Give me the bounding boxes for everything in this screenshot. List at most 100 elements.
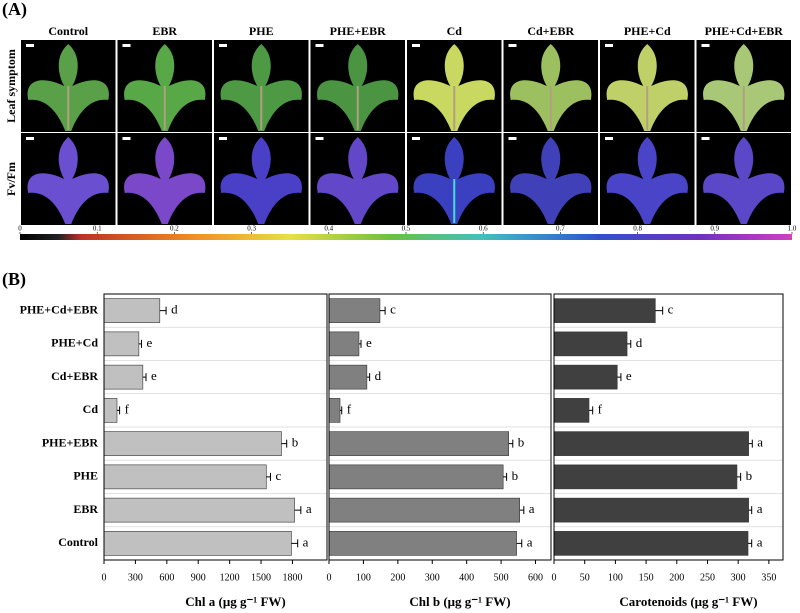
column-header: PHE+Cd+EBR xyxy=(705,24,784,38)
category-label: PHE+Cd+EBR xyxy=(20,302,99,316)
error-bar xyxy=(748,439,753,448)
x-tick-label: 0 xyxy=(102,572,107,583)
error-bar xyxy=(340,406,343,415)
column-header: EBR xyxy=(152,24,177,38)
error-bar xyxy=(358,339,362,348)
error-bar xyxy=(294,506,302,515)
significance-letter: b xyxy=(518,435,525,450)
significance-letter: e xyxy=(366,335,372,350)
bar xyxy=(328,398,341,423)
colorbar-tick-label: 0.6 xyxy=(479,225,488,233)
scale-bar xyxy=(412,137,420,140)
significance-letter: f xyxy=(125,401,130,416)
scale-bar xyxy=(315,137,324,140)
category-label: Control xyxy=(58,535,98,549)
bar xyxy=(103,497,295,523)
row-label: Fv/Fm xyxy=(4,162,18,196)
category-label: PHE+EBR xyxy=(42,435,99,449)
scale-bar xyxy=(122,137,131,140)
error-bar xyxy=(748,506,753,515)
x-tick-label: 300 xyxy=(128,572,143,583)
error-bar xyxy=(366,373,371,382)
bar xyxy=(328,298,381,323)
significance-letter: f xyxy=(347,401,352,416)
category-label: Cd+EBR xyxy=(51,369,98,383)
error-bar xyxy=(266,472,271,481)
significance-letter: d xyxy=(171,302,178,317)
significance-letter: a xyxy=(306,501,312,516)
bar xyxy=(103,464,267,490)
colorbar xyxy=(20,234,792,240)
error-bar xyxy=(519,506,525,515)
significance-letter: b xyxy=(746,468,753,483)
column-header: PHE xyxy=(249,24,274,38)
bar xyxy=(553,464,738,490)
significance-letter: a xyxy=(757,534,763,549)
colorbar-tick-label: 0.1 xyxy=(93,225,102,233)
scale-bar xyxy=(508,44,517,47)
panel-label: (A) xyxy=(2,0,27,20)
error-bar xyxy=(508,439,514,448)
scale-bar xyxy=(26,137,34,140)
error-bar xyxy=(159,306,167,315)
scale-bar xyxy=(219,137,227,140)
scale-bar xyxy=(701,44,710,47)
significance-letter: a xyxy=(527,534,533,549)
significance-letter: c xyxy=(668,302,674,317)
scale-bar xyxy=(122,44,131,47)
column-header: Cd+EBR xyxy=(527,24,574,38)
x-tick-label: 500 xyxy=(494,572,509,583)
significance-letter: c xyxy=(390,302,396,317)
colorbar-tick-label: 1.0 xyxy=(788,225,797,233)
bar xyxy=(553,298,656,323)
category-label: PHE xyxy=(73,469,98,483)
significance-letter: d xyxy=(375,368,382,383)
bar xyxy=(103,431,282,456)
colorbar-tick-label: 0.2 xyxy=(170,225,179,233)
x-tick-label: 150 xyxy=(639,572,654,583)
bar xyxy=(328,531,517,556)
colorbar-tick-label: 0.3 xyxy=(247,225,256,233)
x-tick-label: 50 xyxy=(580,572,590,583)
x-tick-label: 900 xyxy=(191,572,206,583)
scale-bar xyxy=(26,44,34,47)
error-bar xyxy=(291,539,299,548)
x-tick-label: 1200 xyxy=(220,572,240,583)
error-bar xyxy=(116,406,121,415)
bar xyxy=(103,298,161,323)
plot-frame xyxy=(103,293,328,561)
panel-label: (B) xyxy=(2,269,26,290)
x-tick-label: 350 xyxy=(761,572,776,583)
significance-letter: a xyxy=(529,501,535,516)
error-bar xyxy=(281,439,288,448)
bar xyxy=(328,331,360,357)
x-tick-label: 0 xyxy=(552,572,557,583)
x-tick-label: 1800 xyxy=(282,572,302,583)
significance-letter: d xyxy=(636,335,643,350)
significance-letter: f xyxy=(598,401,603,416)
scale-bar xyxy=(701,137,710,140)
colorbar-tick-label: 0.9 xyxy=(710,225,719,233)
x-tick-label: 200 xyxy=(669,572,684,583)
x-tick-label: 1500 xyxy=(251,572,271,583)
error-bar xyxy=(736,472,742,481)
scale-bar xyxy=(315,44,324,47)
significance-letter: e xyxy=(626,368,632,383)
colorbar-tick-label: 0.4 xyxy=(324,225,333,233)
bar xyxy=(553,531,749,556)
x-tick-label: 0 xyxy=(327,572,332,583)
colorbar-tick-label: 0.8 xyxy=(633,225,642,233)
column-header: Control xyxy=(48,24,88,38)
bar xyxy=(328,464,504,490)
category-label: PHE+Cd xyxy=(51,336,98,350)
bar xyxy=(328,364,368,390)
bar xyxy=(328,497,520,523)
x-tick-label: 400 xyxy=(459,572,474,583)
bar xyxy=(103,331,140,357)
x-tick-label: 250 xyxy=(700,572,715,583)
error-bar xyxy=(138,339,142,348)
bar xyxy=(328,431,509,456)
bar xyxy=(553,364,618,390)
x-axis-title: Chl b (μg g⁻¹ FW) xyxy=(409,594,510,609)
